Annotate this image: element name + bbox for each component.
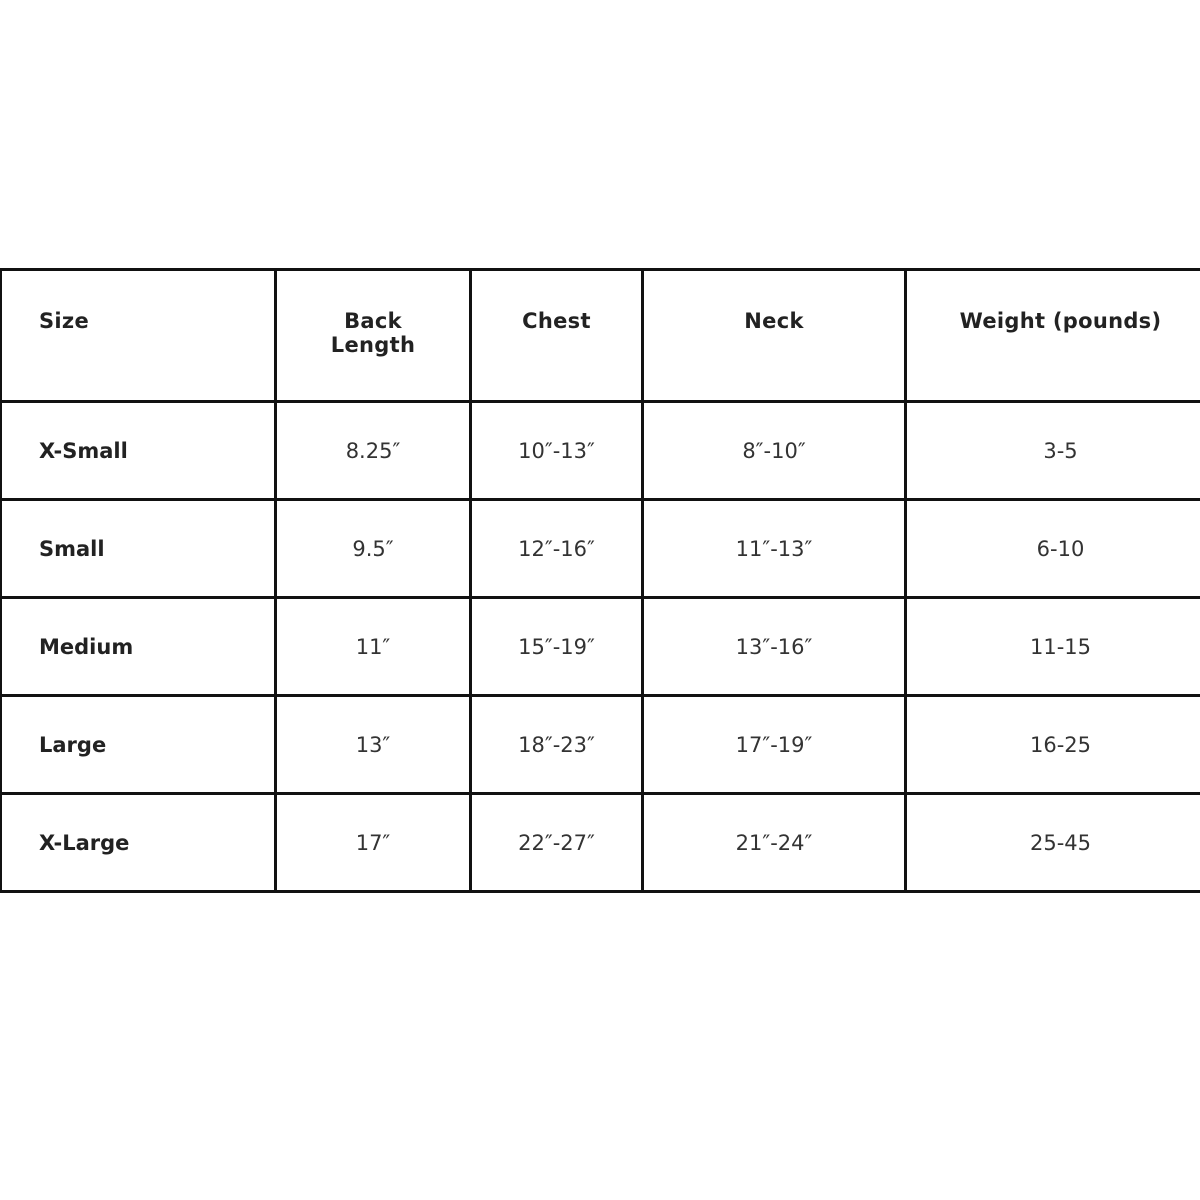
cell-back-length: 17″: [274, 792, 472, 893]
cell-chest: 10″-13″: [469, 400, 644, 501]
cell-size: Large: [0, 694, 277, 795]
cell-weight: 16-25: [904, 694, 1200, 795]
header-back-length: Back Length: [274, 268, 472, 403]
cell-size: Medium: [0, 596, 277, 697]
table-row: X-Large 17″ 22″-27″ 21″-24″ 25-45: [0, 792, 1200, 893]
header-row: Size Back Length Chest Neck Weight (poun…: [0, 268, 1200, 403]
cell-weight: 3-5: [904, 400, 1200, 501]
table-row: Medium 11″ 15″-19″ 13″-16″ 11-15: [0, 596, 1200, 697]
cell-neck: 17″-19″: [641, 694, 907, 795]
cell-neck: 11″-13″: [641, 498, 907, 599]
cell-neck: 8″-10″: [641, 400, 907, 501]
cell-chest: 12″-16″: [469, 498, 644, 599]
header-chest: Chest: [469, 268, 644, 403]
cell-back-length: 11″: [274, 596, 472, 697]
cell-weight: 25-45: [904, 792, 1200, 893]
header-weight: Weight (pounds): [904, 268, 1200, 403]
cell-neck: 13″-16″: [641, 596, 907, 697]
cell-size: X-Small: [0, 400, 277, 501]
cell-chest: 22″-27″: [469, 792, 644, 893]
cell-weight: 6-10: [904, 498, 1200, 599]
table-row: Large 13″ 18″-23″ 17″-19″ 16-25: [0, 694, 1200, 795]
cell-chest: 15″-19″: [469, 596, 644, 697]
cell-weight: 11-15: [904, 596, 1200, 697]
cell-back-length: 9.5″: [274, 498, 472, 599]
cell-back-length: 8.25″: [274, 400, 472, 501]
header-neck: Neck: [641, 268, 907, 403]
cell-back-length: 13″: [274, 694, 472, 795]
header-back-length-text: Back Length: [330, 309, 416, 357]
cell-size: X-Large: [0, 792, 277, 893]
table-row: Small 9.5″ 12″-16″ 11″-13″ 6-10: [0, 498, 1200, 599]
cell-chest: 18″-23″: [469, 694, 644, 795]
cell-neck: 21″-24″: [641, 792, 907, 893]
cell-size: Small: [0, 498, 277, 599]
header-size: Size: [0, 268, 277, 403]
size-chart-table: Size Back Length Chest Neck Weight (poun…: [0, 268, 1200, 893]
table-row: X-Small 8.25″ 10″-13″ 8″-10″ 3-5: [0, 400, 1200, 501]
